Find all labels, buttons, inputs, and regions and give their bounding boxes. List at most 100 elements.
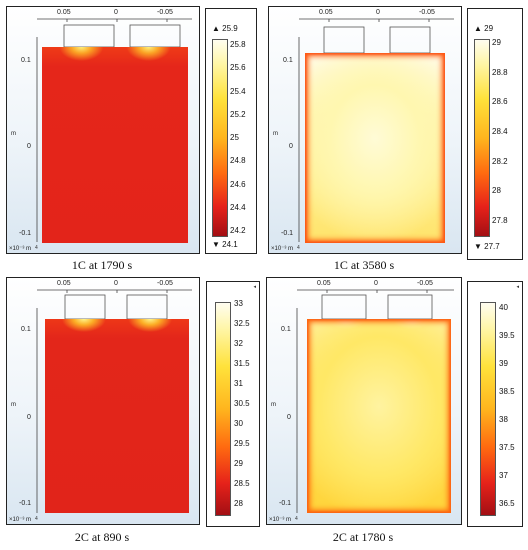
y-tick-label: 0.1 [281, 326, 291, 333]
y-tick-label: -0.1 [19, 500, 32, 507]
y-tick-label: 0 [27, 414, 31, 421]
corner-digit: 4 [295, 516, 298, 522]
colorbar-tick-label: 28.6 [492, 97, 508, 107]
x-tick-label: 0.05 [57, 9, 71, 16]
colorbar-tick-label: 25.8 [230, 40, 246, 49]
colorbar-tick-label: 29 [492, 38, 501, 47]
color-legend: ▲ 29 29 28.8 28.6 28.4 28.2 28 27.8 ▼ 27.7 [467, 8, 523, 260]
caption: 2C at 1780 s [332, 530, 394, 544]
colorbar-tick-label: 24.6 [230, 179, 246, 189]
color-legend: ▲ 25.9 25.8 25.6 25.4 25.2 25 24.8 24.6 24.4 24.… [205, 8, 257, 254]
colorbar-tick-label: 39.5 [499, 331, 515, 340]
x-tick-label: -0.05 [419, 9, 435, 16]
color-legend: ◂ 40 39.5 39 38.5 38 37.5 37 36.5 [467, 281, 523, 527]
colorbar-tick-label: 37 [499, 471, 508, 480]
plot-panel-2c-1780s: 0.05 0 -0.05 0.1 0 -0.1 m 4 ×10⁻³ m [266, 277, 462, 525]
tab-right [129, 24, 181, 48]
colorbar-tick-label: 28.5 [234, 479, 250, 488]
corner-digit: 4 [297, 245, 300, 251]
battery-geometry [298, 18, 454, 242]
y-tick-label: -0.1 [19, 230, 32, 237]
colorbar-tick-label: 24.8 [230, 156, 246, 166]
colorbar-tick-label: 33 [234, 299, 243, 308]
colorbar-gradient [215, 302, 231, 516]
temperature-field [305, 53, 445, 243]
temperature-field [45, 319, 189, 513]
max-value-marker: ▲ 29 [474, 24, 494, 33]
y-tick-label: 0 [287, 414, 291, 421]
x-tick-label: 0 [376, 9, 380, 16]
axis-unit: m [11, 131, 16, 137]
corner-digit: 4 [35, 245, 38, 251]
colorbar-tick-label: 36.5 [499, 499, 515, 508]
colorbar-gradient [212, 39, 228, 237]
y-tick-label: -0.1 [281, 230, 294, 237]
colorbar-tick-label: 28.4 [492, 127, 508, 136]
y-tick-label: 0.1 [21, 57, 31, 64]
colorbar-tick-label: 28 [234, 499, 243, 508]
temperature-field [42, 47, 188, 243]
colorbar-tick-label: 27.8 [492, 216, 508, 225]
tab-right [389, 26, 431, 54]
x-tick-label: 0.05 [57, 280, 71, 287]
colorbar-tick-label: 24.4 [230, 202, 246, 212]
min-value-marker: ▼ 27.7 [474, 242, 500, 251]
colorbar-tick-label: 31.5 [234, 359, 250, 368]
tab-left [64, 294, 106, 320]
colorbar-tick-label: 38 [499, 415, 508, 424]
y-tick-label: 0.1 [283, 57, 293, 64]
colorbar-tick-label: 31 [234, 379, 243, 388]
axis-unit: m [11, 402, 16, 408]
colorbar-tick-label: 25 [230, 133, 239, 142]
axis-unit: m [273, 131, 278, 137]
colorbar-tick-label: 30.5 [234, 399, 250, 408]
scale-note: ×10⁻³ m [269, 517, 292, 523]
caption: 1C at 1790 s [71, 258, 133, 272]
x-tick-label: 0 [114, 280, 118, 287]
legend-corner-mark: ◂ [516, 284, 519, 290]
scale-note: ×10⁻³ m [9, 517, 32, 523]
y-tick-label: -0.1 [279, 500, 292, 507]
color-legend: ◂ 33 32.5 32 31.5 31 30.5 30 29.5 29 28.5 28 [206, 281, 260, 527]
y-tick-label: 0 [289, 143, 293, 150]
colorbar-tick-label: 28 [492, 186, 501, 196]
colorbar-tick-label: 28.2 [492, 156, 508, 166]
colorbar-tick-label: 29 [234, 459, 243, 468]
tab-left [323, 26, 365, 54]
colorbar-tick-label: 40 [499, 303, 508, 312]
colorbar-tick-label: 37.5 [499, 443, 515, 452]
x-tick-label: 0 [114, 9, 118, 16]
x-tick-label: 0.05 [319, 9, 333, 16]
colorbar-gradient [474, 39, 490, 237]
x-tick-label: -0.05 [157, 9, 173, 16]
colorbar-tick-label: 25.6 [230, 63, 246, 73]
temperature-field [307, 319, 451, 513]
battery-geometry [36, 289, 192, 513]
y-tick-label: 0 [27, 143, 31, 150]
colorbar-tick-label: 32.5 [234, 319, 250, 328]
colorbar-tick-label: 25.2 [230, 109, 246, 119]
colorbar-tick-label: 38.5 [499, 387, 515, 396]
legend-corner-mark: ◂ [253, 284, 256, 290]
scale-note: ×10⁻³ m [271, 246, 294, 252]
corner-digit: 4 [35, 516, 38, 522]
x-tick-label: 0.05 [317, 280, 331, 287]
axis-unit: m [271, 402, 276, 408]
x-tick-label: 0 [374, 280, 378, 287]
colorbar-tick-label: 29.5 [234, 439, 250, 448]
max-value-marker: ▲ 25.9 [212, 24, 238, 33]
plot-panel-2c-890s: 0.05 0 -0.05 0.1 0 -0.1 m 4 ×10⁻³ m [6, 277, 200, 525]
x-tick-label: -0.05 [157, 280, 173, 287]
plot-panel-1c-1790s: 0.05 0 -0.05 0.1 0 -0.1 m 4 ×10⁻³ m [6, 6, 200, 254]
y-tick-label: 0.1 [21, 326, 31, 333]
x-tick-label: -0.05 [417, 280, 433, 287]
colorbar-tick-label: 25.4 [230, 86, 246, 96]
plot-panel-1c-3580s: 0.05 0 -0.05 0.1 0 -0.1 m 4 ×10⁻³ m [268, 6, 462, 254]
scale-note: ×10⁻³ m [9, 246, 32, 252]
colorbar-tick-label: 39 [499, 359, 508, 368]
caption: 1C at 3580 s [333, 258, 395, 272]
colorbar-tick-label: 24.2 [230, 226, 246, 235]
tab-left [63, 24, 115, 48]
min-value-marker: ▼ 24.1 [212, 240, 238, 249]
caption: 2C at 890 s [74, 530, 130, 544]
